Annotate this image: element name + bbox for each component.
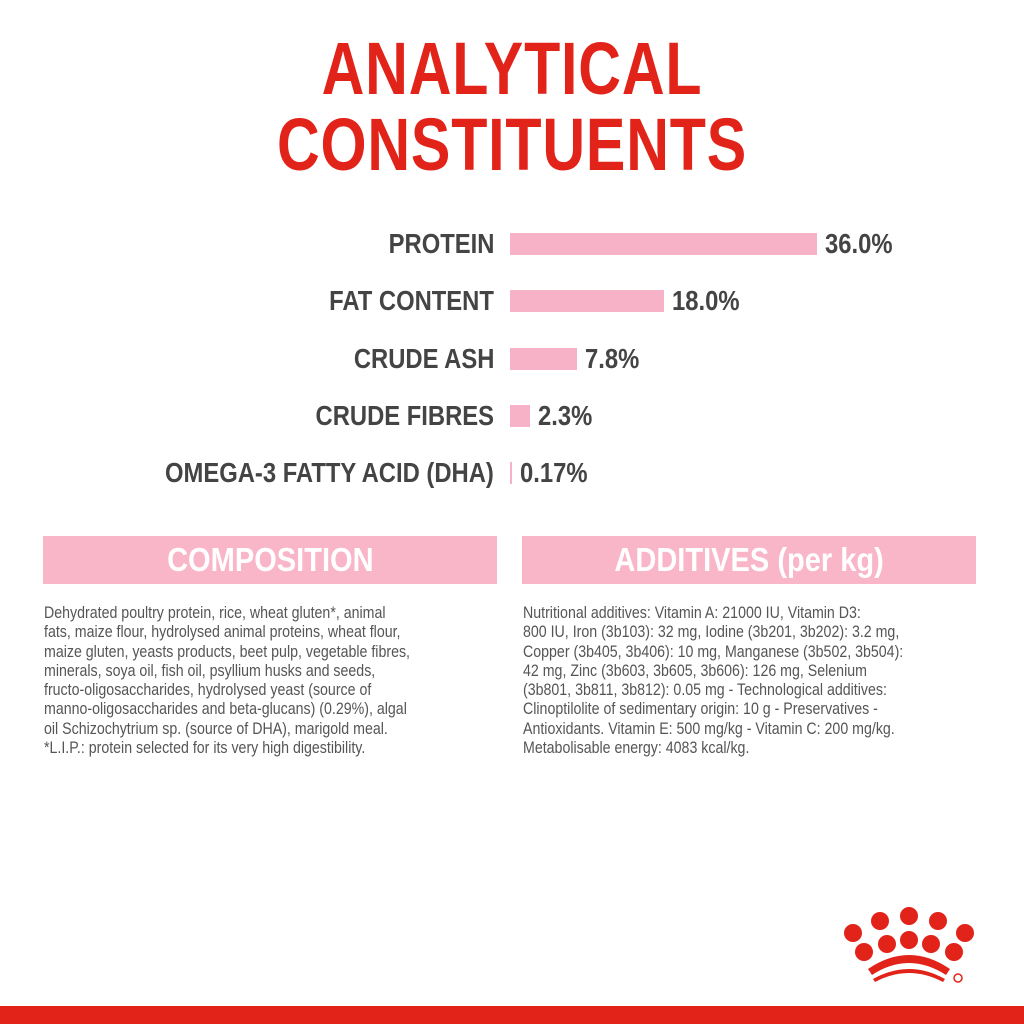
composition-header: COMPOSITION — [43, 536, 497, 584]
composition-line: Dehydrated poultry protein, rice, wheat … — [44, 604, 386, 622]
composition-line: *L.I.P.: protein selected for its very h… — [44, 739, 366, 758]
data-label: 2.3% — [537, 399, 592, 431]
composition-line: maize gluten, yeasts products, beet pulp… — [44, 642, 411, 661]
bar — [510, 347, 577, 370]
bar — [510, 462, 512, 485]
category-label: FAT CONTENT — [329, 285, 494, 317]
category-label: OMEGA-3 FATTY ACID (DHA) — [165, 457, 494, 489]
data-label: 36.0% — [825, 228, 893, 259]
additives-text: Nutritional additives: Vitamin A: 21000 … — [523, 604, 965, 758]
composition-text: Dehydrated poultry protein, rice, wheat … — [44, 604, 470, 758]
chart-row: CRUDE FIBRES 2.3% — [0, 399, 1024, 431]
royal-canin-crown-logo — [844, 907, 974, 983]
additives-line: Clinoptilolite of sedimentary origin: 10… — [523, 700, 878, 719]
category-label: PROTEIN — [388, 228, 494, 259]
bar — [510, 404, 530, 427]
composition-line: oil Schizochytrium sp. (source of DHA), … — [44, 719, 388, 738]
additives-header: ADDITIVES (per kg) — [522, 536, 976, 584]
composition-line: fats, maize flour, hydrolysed animal pro… — [44, 623, 401, 642]
additives-line: Antioxidants. Vitamin E: 500 mg/kg - Vit… — [523, 719, 895, 738]
data-label: 18.0% — [671, 285, 740, 317]
additives-line: 800 IU, Iron (3b103): 32 mg, Iodine (3b2… — [523, 623, 900, 642]
additives-line: Copper (3b405, 3b406): 10 mg, Manganese … — [523, 642, 904, 661]
category-label: CRUDE FIBRES — [315, 399, 494, 431]
bar — [510, 233, 818, 255]
additives-heading: ADDITIVES (per kg) — [614, 541, 884, 578]
chart-row: FAT CONTENT 18.0% — [0, 286, 1024, 316]
footer-bar — [0, 1006, 1024, 1024]
additives-line: Metabolisable energy: 4083 kcal/kg. — [523, 739, 750, 758]
category-label: CRUDE ASH — [353, 342, 494, 374]
chart-row: CRUDE ASH 7.8% — [0, 342, 1024, 374]
composition-line: fructo-oligosaccharides, hydrolysed yeas… — [44, 681, 372, 700]
bar — [510, 290, 664, 313]
composition-line: manno-oligosaccharides and beta-glucans)… — [44, 700, 407, 719]
composition-heading: COMPOSITION — [166, 541, 374, 578]
data-label: 0.17% — [520, 457, 588, 489]
chart-row: OMEGA-3 FATTY ACID (DHA) 0.17% — [0, 458, 1024, 488]
title-line-2: CONSTITUENTS — [276, 103, 748, 186]
additives-line: 42 mg, Zinc (3b603, 3b605, 3b606): 126 m… — [523, 661, 867, 680]
additives-line: Nutritional additives: Vitamin A: 21000 … — [523, 604, 861, 622]
title-line-1: ANALYTICAL — [321, 27, 703, 110]
data-label: 7.8% — [584, 342, 639, 374]
composition-line: minerals, soya oil, fish oil, psyllium h… — [44, 661, 376, 680]
chart-row: PROTEIN 36.0% — [0, 229, 1024, 259]
additives-line: (3b801, 3b811, 3b812): 0.05 mg - Technol… — [523, 681, 887, 700]
